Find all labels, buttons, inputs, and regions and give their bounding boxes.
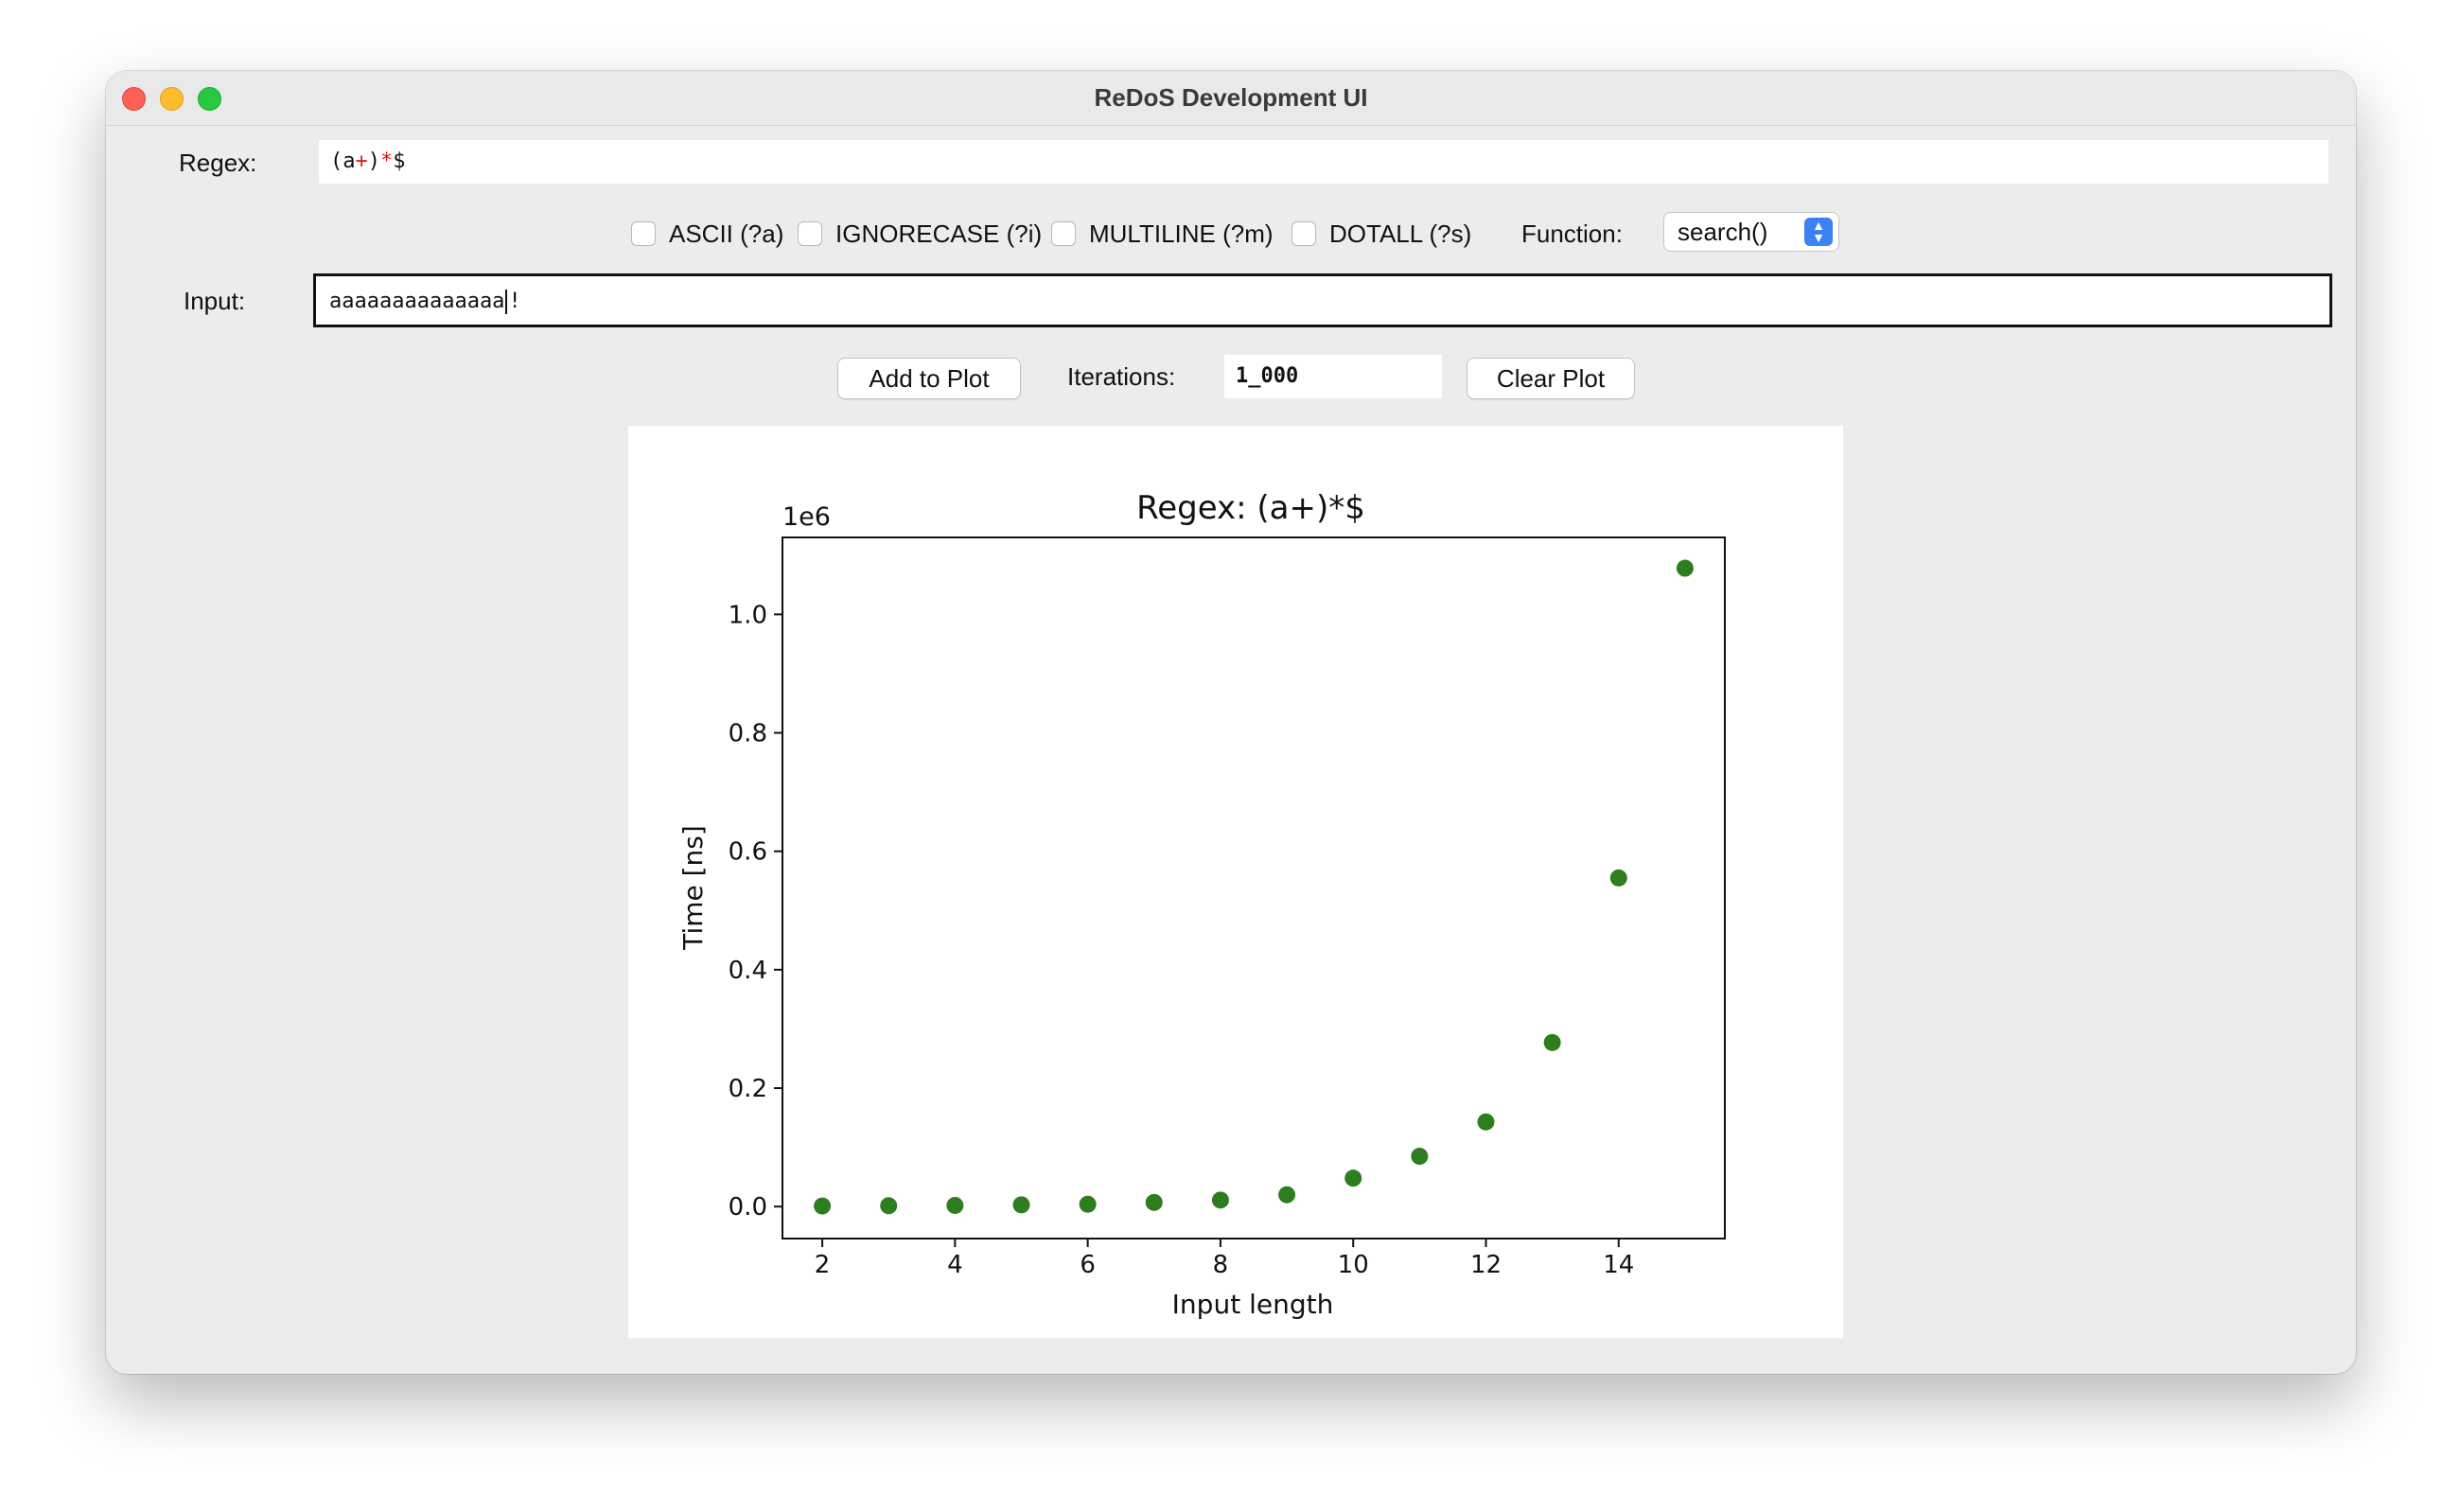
data-point xyxy=(1676,559,1694,577)
data-point xyxy=(814,1197,832,1215)
flag-multiline[interactable]: MULTILINE (?m) xyxy=(1051,215,1274,253)
up-down-chevron-icon: ▲ ▼ xyxy=(1804,218,1833,246)
function-select[interactable]: search() ▲ ▼ xyxy=(1663,212,1839,252)
title-bar: ReDoS Development UI xyxy=(106,71,2356,126)
input-label: Input: xyxy=(184,287,246,315)
checkbox-dotall[interactable] xyxy=(1292,221,1316,246)
y-tick-label: 0.8 xyxy=(729,720,767,748)
input-text-after-caret: ! xyxy=(508,290,521,313)
zoom-window-button[interactable] xyxy=(198,87,221,111)
checkbox-ignorecase[interactable] xyxy=(798,221,822,246)
regex-text: (a+)*$ xyxy=(330,149,406,173)
add-to-plot-button[interactable]: Add to Plot xyxy=(837,358,1021,399)
data-point xyxy=(1145,1193,1163,1211)
data-point xyxy=(1012,1196,1030,1214)
y-tick-label: 0.0 xyxy=(729,1193,767,1222)
x-axis-ticks: 2 4 6 8 10 12 14 xyxy=(815,1239,1634,1279)
y-axis-ticks: 0.0 0.2 0.4 0.6 0.8 1.0 xyxy=(729,601,782,1222)
data-point xyxy=(1477,1113,1495,1131)
flag-multiline-label: MULTILINE (?m) xyxy=(1089,219,1274,248)
app-window: ReDoS Development UI Regex: (a+)*$ ASCII… xyxy=(106,71,2356,1374)
regex-token: ) xyxy=(367,149,380,173)
flag-dotall[interactable]: DOTALL (?s) xyxy=(1292,215,1471,253)
regex-token: $ xyxy=(393,149,406,173)
iterations-input[interactable]: 1_000 xyxy=(1224,355,1442,398)
flag-dotall-label: DOTALL (?s) xyxy=(1329,219,1472,248)
y-tick-label: 0.2 xyxy=(729,1075,767,1103)
flag-ascii-label: ASCII (?a) xyxy=(669,219,784,248)
x-tick-label: 4 xyxy=(947,1251,963,1279)
x-axis-label: Input length xyxy=(1172,1289,1334,1320)
x-tick-label: 14 xyxy=(1603,1251,1634,1279)
regex-token: * xyxy=(380,149,394,173)
x-tick-label: 6 xyxy=(1080,1251,1096,1279)
clear-plot-button[interactable]: Clear Plot xyxy=(1467,358,1635,399)
scatter-chart: Regex: (a+)*$ 1e6 2 4 6 8 10 12 14 0.00.20.40.… xyxy=(677,489,1726,1320)
data-point xyxy=(1278,1186,1296,1204)
minimize-window-button[interactable] xyxy=(160,87,184,111)
chart-title: Regex: (a+)*$ xyxy=(1136,489,1365,527)
window-title: ReDoS Development UI xyxy=(1094,83,1368,112)
data-point xyxy=(946,1196,964,1214)
flag-ignorecase-label: IGNORECASE (?i) xyxy=(835,219,1043,248)
x-tick-label: 2 xyxy=(815,1251,831,1279)
iterations-label: Iterations: xyxy=(1067,362,1176,391)
data-point xyxy=(1344,1169,1362,1187)
x-tick-label: 12 xyxy=(1470,1251,1502,1279)
data-points xyxy=(814,559,1694,1215)
data-point xyxy=(1079,1195,1097,1213)
input-text-before-caret: aaaaaaaaaaaaaa xyxy=(329,290,505,313)
data-point xyxy=(880,1197,898,1215)
input-field[interactable]: aaaaaaaaaaaaaa! xyxy=(313,273,2332,327)
data-point xyxy=(1609,869,1627,887)
y-offset-label: 1e6 xyxy=(782,502,831,532)
y-axis-label: Time [ns] xyxy=(677,825,709,951)
checkbox-multiline[interactable] xyxy=(1051,221,1076,246)
function-label: Function: xyxy=(1521,220,1623,248)
text-caret xyxy=(505,290,508,314)
plot-panel: Regex: (a+)*$ 1e6 2 4 6 8 10 12 14 0.0 0.2 0.4 0.… xyxy=(628,426,1843,1338)
regex-input[interactable]: (a+)*$ xyxy=(319,140,2328,184)
flag-ignorecase[interactable]: IGNORECASE (?i) xyxy=(798,215,1042,253)
plot-frame xyxy=(782,536,1726,1239)
flag-ascii[interactable]: ASCII (?a) xyxy=(631,215,783,253)
close-window-button[interactable] xyxy=(122,87,146,111)
checkbox-ascii[interactable] xyxy=(631,221,656,246)
x-tick-label: 8 xyxy=(1213,1251,1229,1279)
x-tick-label: 10 xyxy=(1338,1251,1369,1279)
data-point xyxy=(1411,1148,1429,1166)
regex-token: (a xyxy=(330,149,356,173)
y-tick-label: 0.4 xyxy=(729,957,767,985)
y-tick-label: 1.0 xyxy=(729,601,767,629)
regex-token: + xyxy=(355,149,368,173)
regex-label: Regex: xyxy=(179,149,257,177)
function-select-value: search() xyxy=(1678,218,1768,246)
data-point xyxy=(1543,1033,1561,1051)
y-tick-label: 0.6 xyxy=(729,838,767,867)
data-point xyxy=(1211,1191,1229,1209)
